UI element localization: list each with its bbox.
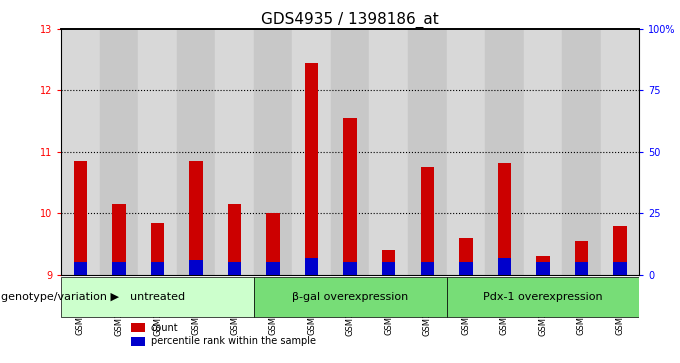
Bar: [498, 258, 511, 275]
Bar: [151, 223, 165, 275]
Bar: [177, 29, 216, 275]
Bar: [228, 262, 241, 275]
Bar: [189, 260, 203, 275]
Bar: [216, 29, 254, 275]
Bar: [138, 29, 177, 275]
Text: Pdx-1 overexpression: Pdx-1 overexpression: [483, 292, 602, 302]
Bar: [228, 204, 241, 275]
Bar: [420, 167, 434, 275]
Bar: [100, 29, 138, 275]
Text: percentile rank within the sample: percentile rank within the sample: [151, 336, 316, 346]
Bar: [61, 277, 254, 317]
Bar: [305, 258, 318, 275]
Bar: [420, 262, 434, 275]
Bar: [343, 262, 357, 275]
Bar: [447, 29, 485, 275]
Bar: [498, 163, 511, 275]
Bar: [254, 277, 447, 317]
Text: β-gal overexpression: β-gal overexpression: [292, 292, 408, 302]
Bar: [459, 262, 473, 275]
Bar: [600, 29, 639, 275]
Bar: [112, 204, 126, 275]
Text: untreated: untreated: [130, 292, 185, 302]
Bar: [382, 262, 396, 275]
Bar: [575, 241, 588, 275]
Bar: [305, 63, 318, 275]
Bar: [408, 29, 447, 275]
Bar: [112, 262, 126, 275]
Bar: [151, 262, 165, 275]
Bar: [331, 29, 369, 275]
Bar: [254, 29, 292, 275]
Title: GDS4935 / 1398186_at: GDS4935 / 1398186_at: [261, 12, 439, 28]
Bar: [267, 262, 280, 275]
Bar: [343, 118, 357, 275]
Bar: [447, 277, 639, 317]
Text: count: count: [151, 323, 178, 333]
Bar: [459, 238, 473, 275]
Text: genotype/variation ▶: genotype/variation ▶: [1, 292, 119, 302]
Bar: [536, 262, 549, 275]
Bar: [292, 29, 331, 275]
Bar: [131, 337, 145, 346]
Bar: [613, 262, 627, 275]
Bar: [61, 29, 100, 275]
Bar: [267, 213, 280, 275]
Bar: [131, 323, 145, 332]
Bar: [73, 161, 87, 275]
Bar: [613, 226, 627, 275]
Bar: [369, 29, 408, 275]
Bar: [575, 262, 588, 275]
Bar: [73, 262, 87, 275]
Bar: [524, 29, 562, 275]
Bar: [562, 29, 600, 275]
Bar: [189, 161, 203, 275]
Bar: [485, 29, 524, 275]
Bar: [382, 250, 396, 275]
Bar: [536, 256, 549, 275]
